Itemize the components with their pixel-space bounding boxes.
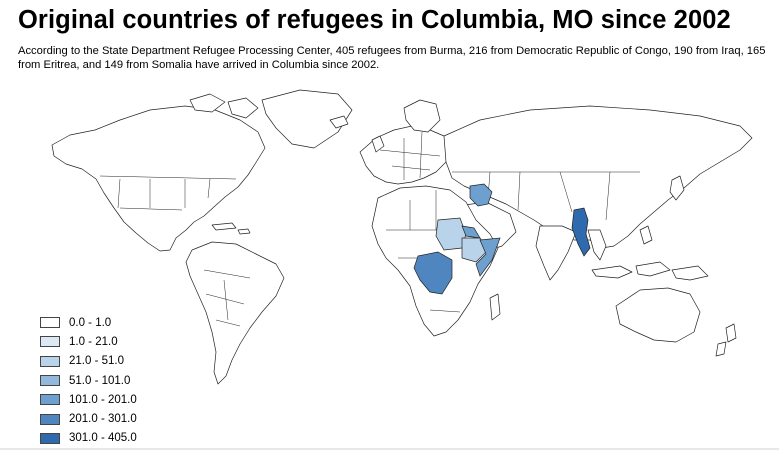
legend-swatch: [40, 394, 60, 406]
australia-landmass: [615, 287, 701, 343]
legend-label: 1.0 - 21.0: [69, 335, 118, 348]
map-legend: 0.0 - 1.0 1.0 - 21.0 21.0 - 51.0 51.0 - …: [40, 313, 137, 448]
dr-congo-region: [413, 251, 453, 295]
world-map: [0, 80, 779, 390]
legend-item: 201.0 - 301.0: [40, 409, 137, 428]
world-map-svg: [51, 89, 753, 385]
legend-label: 201.0 - 301.0: [69, 413, 137, 426]
somalia-region: [475, 237, 501, 277]
legend-item: 301.0 - 405.0: [40, 429, 137, 448]
eritrea-region: [461, 225, 481, 239]
legend-label: 0.0 - 1.0: [69, 316, 112, 329]
greenland-landmass: [261, 89, 353, 149]
legend-swatch: [40, 413, 60, 425]
north-america-landmass: [51, 105, 266, 252]
legend-item: 1.0 - 21.0: [40, 332, 137, 351]
legend-label: 21.0 - 51.0: [69, 355, 124, 368]
burma-region: [571, 207, 591, 257]
legend-swatch: [40, 317, 60, 329]
legend-item: 101.0 - 201.0: [40, 390, 137, 409]
legend-label: 101.0 - 201.0: [69, 393, 137, 406]
legend-swatch: [40, 432, 60, 444]
legend-swatch: [40, 336, 60, 348]
south-america-landmass: [185, 241, 285, 385]
legend-swatch: [40, 355, 60, 367]
legend-label: 301.0 - 405.0: [69, 432, 137, 445]
asia-landmass: [443, 105, 753, 249]
iraq-region: [469, 183, 493, 207]
india-landmass: [535, 225, 577, 281]
map-title: Original countries of refugees in Columb…: [18, 6, 731, 34]
legend-item: 21.0 - 51.0: [40, 352, 137, 371]
europe-landmass: [359, 125, 453, 185]
legend-label: 51.0 - 101.0: [69, 374, 131, 387]
legend-item: 51.0 - 101.0: [40, 371, 137, 390]
legend-item: 0.0 - 1.0: [40, 313, 137, 332]
map-subtitle: According to the State Department Refuge…: [18, 45, 766, 71]
legend-swatch: [40, 375, 60, 387]
footer-divider: [0, 448, 779, 450]
